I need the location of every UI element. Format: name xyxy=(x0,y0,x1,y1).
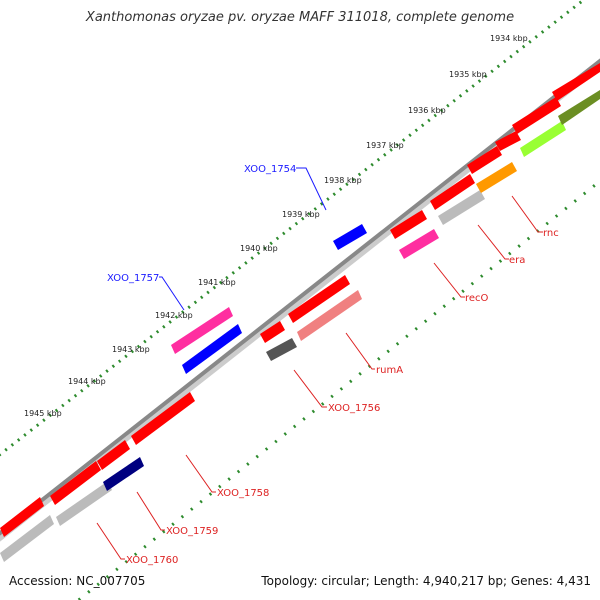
gene-block[interactable] xyxy=(0,497,44,537)
gene-block[interactable] xyxy=(288,275,350,323)
label-leader xyxy=(511,195,543,233)
gene-label-xoo-1759[interactable]: XOO_1759 xyxy=(166,526,218,537)
gene-label-xoo-1756[interactable]: XOO_1756 xyxy=(328,403,380,414)
tick-label: 1945 kbp xyxy=(24,409,62,418)
accession-text: Accession: NC_007705 xyxy=(9,574,146,588)
inner-gene-labels: rnc era recO rumA XOO_1756 XOO_1758 XOO_… xyxy=(96,195,559,566)
gene-block[interactable] xyxy=(97,440,130,470)
gene-block[interactable] xyxy=(399,229,439,259)
gene-block[interactable] xyxy=(266,338,297,361)
kbp-labels: 1934 kbp 1935 kbp 1936 kbp 1937 kbp 1938… xyxy=(24,34,528,418)
tick-label: 1938 kbp xyxy=(324,176,362,185)
gene-block[interactable] xyxy=(182,324,242,374)
gene-block[interactable] xyxy=(390,210,427,239)
tick-label: 1944 kbp xyxy=(68,377,106,386)
tick-label: 1941 kbp xyxy=(198,278,236,287)
gene-block[interactable] xyxy=(438,190,485,225)
outer-genes xyxy=(0,63,600,537)
gene-label-xoo-1754[interactable]: XOO_1754 xyxy=(244,164,296,175)
gene-label-rnc[interactable]: rnc xyxy=(543,228,559,239)
gene-block[interactable] xyxy=(552,63,600,101)
label-leader xyxy=(159,276,185,311)
outer-gene-labels: XOO_1754 XOO_1757 xyxy=(107,164,327,311)
gene-label-xoo-1757[interactable]: XOO_1757 xyxy=(107,273,159,284)
backbone xyxy=(0,58,600,536)
gene-block[interactable] xyxy=(512,97,561,134)
gene-block[interactable] xyxy=(131,392,195,445)
tick-label: 1943 kbp xyxy=(112,345,150,354)
label-leader xyxy=(433,262,465,298)
gene-label-reco[interactable]: recO xyxy=(465,293,489,304)
gene-block[interactable] xyxy=(558,90,600,125)
gene-block[interactable] xyxy=(520,121,566,157)
gene-label-ruma[interactable]: rumA xyxy=(376,365,403,376)
tick-label: 1937 kbp xyxy=(366,141,404,150)
gene-label-era[interactable]: era xyxy=(509,255,525,266)
inner-genes xyxy=(0,90,600,562)
tick-label: 1935 kbp xyxy=(449,70,487,79)
label-leader xyxy=(96,522,125,560)
gene-block[interactable] xyxy=(476,162,517,193)
label-leader xyxy=(345,332,375,370)
label-leader xyxy=(136,491,165,531)
gene-block[interactable] xyxy=(171,307,233,354)
gene-block[interactable] xyxy=(260,321,285,343)
label-leader xyxy=(293,369,327,408)
gene-block[interactable] xyxy=(467,146,502,174)
gene-block[interactable] xyxy=(56,481,112,526)
gene-block[interactable] xyxy=(333,224,367,250)
label-leader xyxy=(296,167,327,211)
gene-block[interactable] xyxy=(495,131,521,151)
tick-label: 1940 kbp xyxy=(240,244,278,253)
map-title: Xanthomonas oryzae pv. oryzae MAFF 31101… xyxy=(85,10,515,25)
label-leader xyxy=(477,224,509,260)
label-leader xyxy=(185,454,216,493)
genome-stats-text: Topology: circular; Length: 4,940,217 bp… xyxy=(261,574,591,588)
tick-label: 1936 kbp xyxy=(408,106,446,115)
gene-block[interactable] xyxy=(103,457,144,491)
gene-label-xoo-1760[interactable]: XOO_1760 xyxy=(126,555,178,566)
gene-block[interactable] xyxy=(50,461,101,505)
tick-label: 1939 kbp xyxy=(282,210,320,219)
gene-block[interactable] xyxy=(430,174,475,210)
gene-block[interactable] xyxy=(297,290,362,341)
tick-label: 1934 kbp xyxy=(490,34,528,43)
outer-tick-ring xyxy=(0,0,587,457)
inner-tick-ring xyxy=(76,179,600,600)
gene-label-xoo-1758[interactable]: XOO_1758 xyxy=(217,488,269,499)
gene-block[interactable] xyxy=(0,515,54,562)
tick-label: 1942 kbp xyxy=(155,311,193,320)
